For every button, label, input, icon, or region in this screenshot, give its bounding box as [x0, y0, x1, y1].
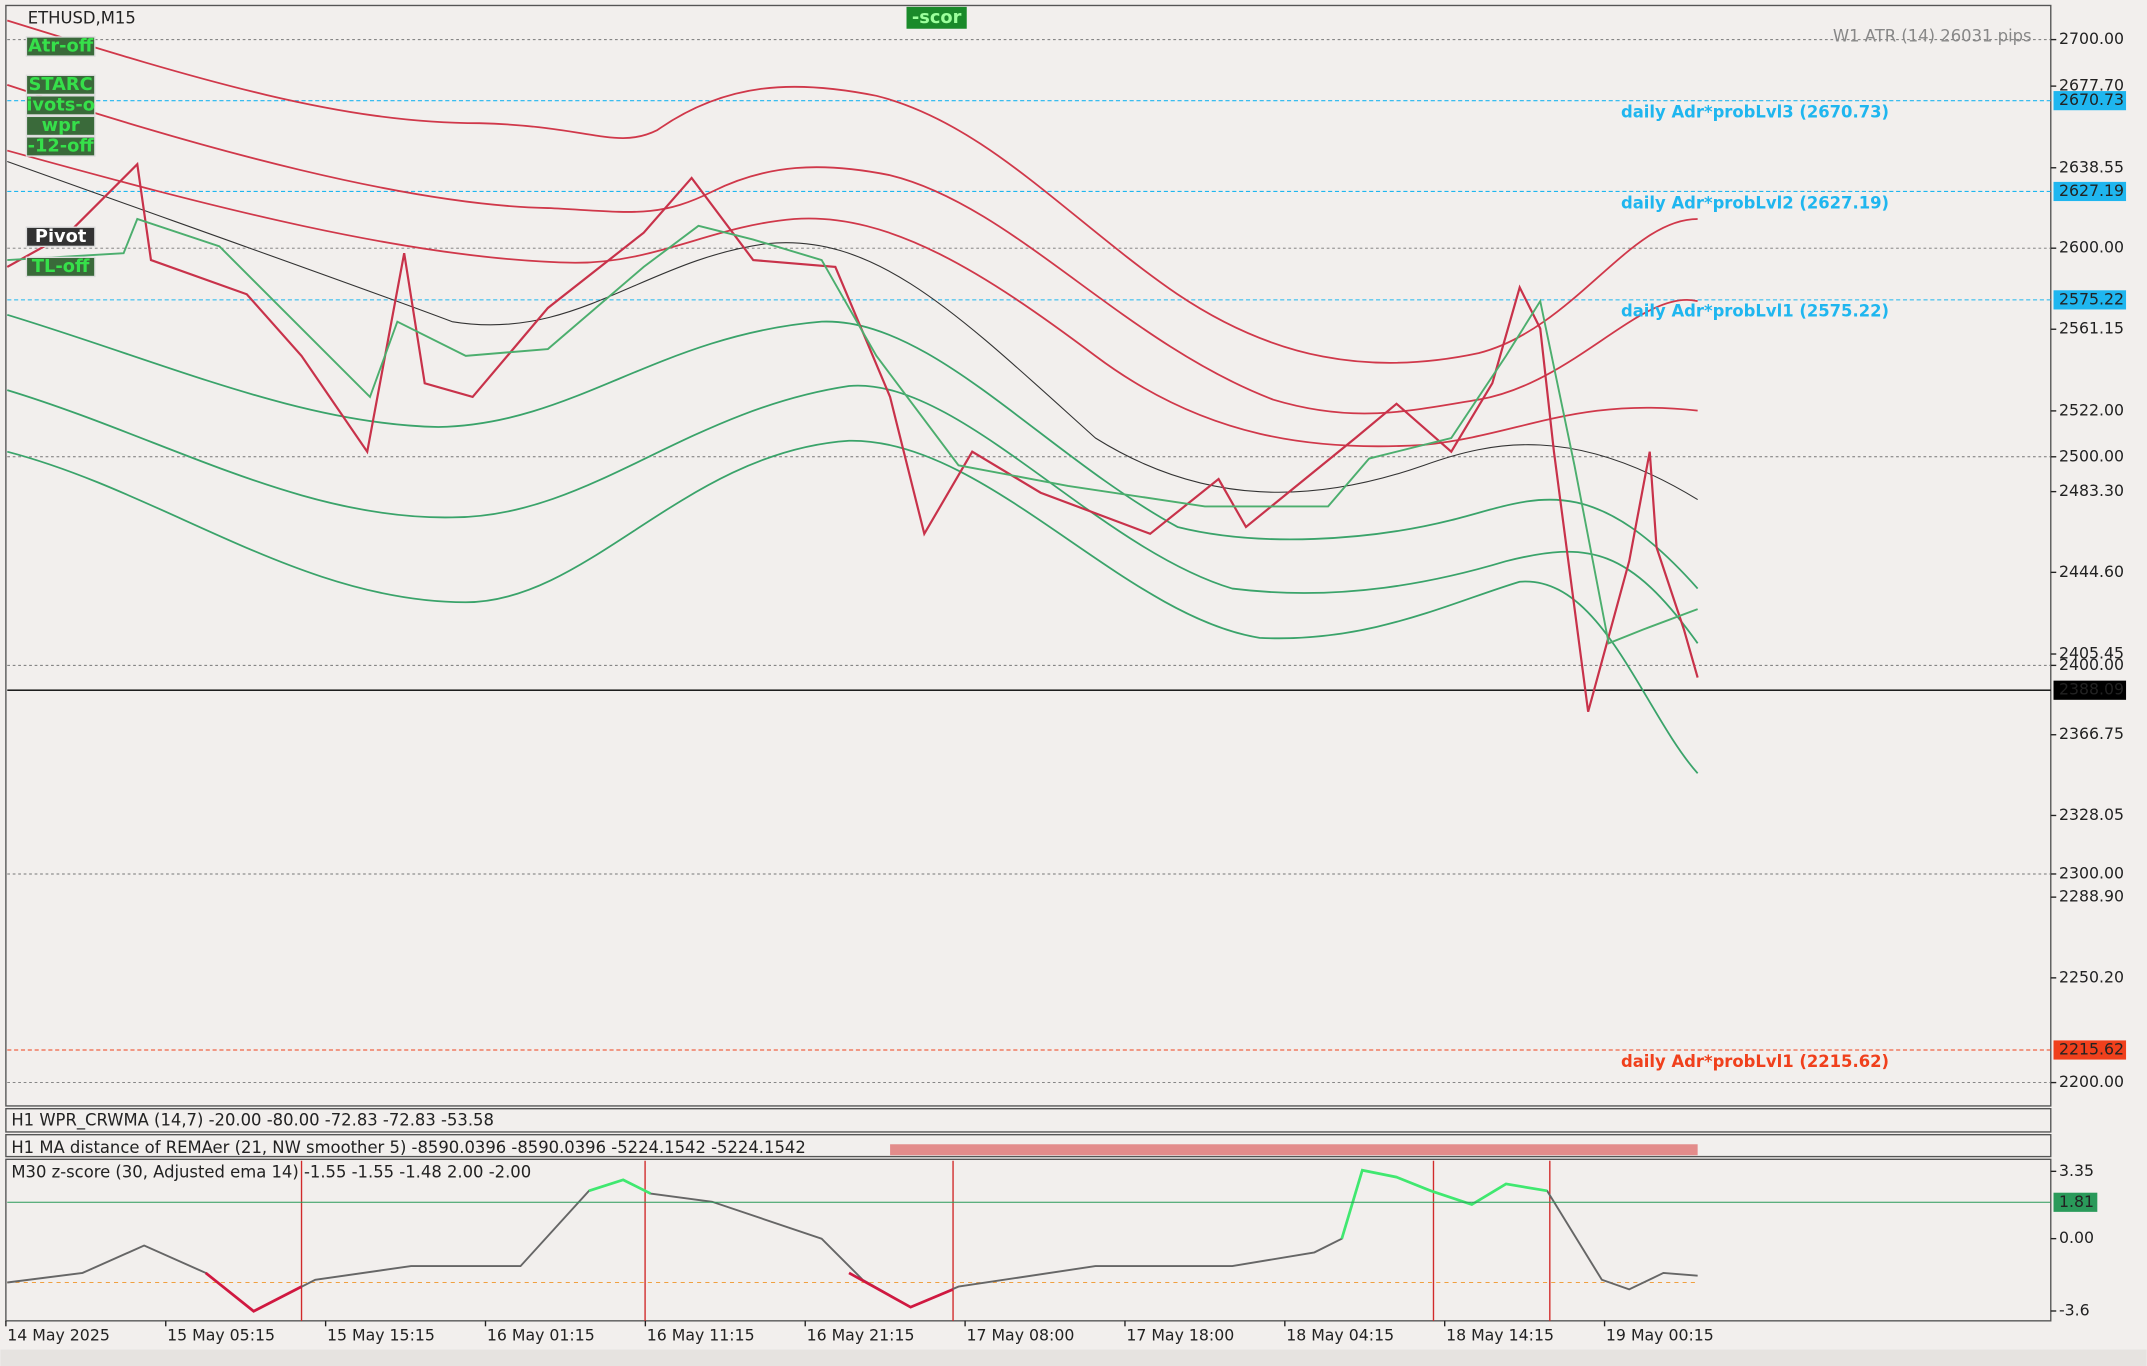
- band-green: [7, 439, 1699, 774]
- price-highlight-label: 2670.73: [2059, 90, 2124, 109]
- price-highlight: [2053, 680, 2127, 700]
- level-label: daily Adr*probLvl1 (2575.22): [1621, 302, 1889, 321]
- price-highlight: [2053, 91, 2127, 111]
- ma-distance-fill: [890, 1144, 1698, 1156]
- price-tick-label: 2366.75: [2059, 724, 2124, 743]
- price-tick-label: 2700.00: [2059, 29, 2124, 48]
- button-bg[interactable]: [25, 95, 96, 116]
- symbol: ETHUSD,M15: [28, 9, 136, 28]
- price-line: [6, 161, 1699, 713]
- price-tick-label: 2328.05: [2059, 805, 2124, 824]
- ma-distance-panel: [5, 1133, 2052, 1158]
- indicator-label: H1 MA distance of REMAer (21, NW smoothe…: [11, 1138, 805, 1157]
- price-highlight-label: 2575.22: [2059, 289, 2124, 308]
- price-highlight-label: 2215.62: [2059, 1039, 2124, 1058]
- button[interactable]: Atr-off: [28, 36, 94, 57]
- price-tick-label: 2400.00: [2059, 655, 2124, 674]
- button[interactable]: -12-off: [28, 135, 95, 156]
- zscore-high: [1340, 1168, 1548, 1240]
- time-label: 16 May 11:15: [647, 1325, 755, 1344]
- moving-average: [7, 160, 1698, 501]
- event-lines: [300, 1160, 1551, 1321]
- price-tick-label: 2677.70: [2059, 76, 2124, 95]
- status-bar: [0, 1349, 2147, 1366]
- zscore-tick-label: -3.6: [2059, 1300, 2090, 1319]
- time-label: 17 May 08:00: [966, 1325, 1074, 1344]
- price-tick-label: 2200.00: [2059, 1072, 2124, 1091]
- price-tick-label: 2483.30: [2059, 481, 2124, 500]
- score-button-bg[interactable]: [906, 6, 967, 29]
- trend-line: [7, 217, 1698, 645]
- price-tick-label: 2405.45: [2059, 644, 2124, 663]
- price-highlight: [2053, 290, 2127, 310]
- button-bg[interactable]: [25, 256, 96, 278]
- zscore-panel: [5, 1158, 2052, 1322]
- zscore-highlight-label: 1.81: [2059, 1192, 2094, 1211]
- price-tick-label: 2522.00: [2059, 400, 2124, 419]
- zscore-low: [204, 1271, 303, 1313]
- time-label: 18 May 04:15: [1286, 1325, 1394, 1344]
- score-button[interactable]: -scor: [912, 7, 962, 28]
- indicator-label: H1 WPR_CRWMA (14,7) -20.00 -80.00 -72.83…: [11, 1110, 494, 1130]
- price-tick-label: 2444.60: [2059, 562, 2124, 581]
- price-tick-label: 2561.15: [2059, 319, 2124, 338]
- time-label: 16 May 21:15: [807, 1325, 915, 1344]
- levels: [7, 39, 2051, 1084]
- level-label: daily Adr*probLvl3 (2670.73): [1621, 102, 1889, 121]
- price-tick-label: 2500.00: [2059, 446, 2124, 465]
- zscore-highlight: [2053, 1192, 2098, 1212]
- price-highlight: [2053, 181, 2127, 202]
- button[interactable]: STARC: [29, 74, 93, 95]
- band-red: [6, 19, 1698, 364]
- level-label: daily Adr*probLvl1 (2215.62): [1621, 1052, 1889, 1071]
- button-bg[interactable]: [25, 115, 96, 137]
- price-highlight: [2053, 1040, 2127, 1060]
- button-bg[interactable]: [25, 226, 96, 248]
- price-tick-label: 2300.00: [2059, 863, 2124, 882]
- price-tick-label: 2600.00: [2059, 238, 2124, 257]
- zscore-tick-label: 0.00: [2059, 1228, 2094, 1247]
- zscore-low: [848, 1271, 954, 1309]
- button[interactable]: wpr: [42, 115, 80, 136]
- time-label: 14 May 2025: [7, 1325, 110, 1344]
- labels: ETHUSD,M15 -scor W1 ATR (14) 26031 pips …: [11, 7, 2031, 1182]
- atr-label: W1 ATR (14) 26031 pips: [1833, 26, 2032, 45]
- time-label: 17 May 18:00: [1126, 1325, 1234, 1344]
- time-label: 15 May 05:15: [167, 1325, 275, 1344]
- button[interactable]: ivots-o: [26, 94, 95, 115]
- zscore-tick-label: 3.35: [2059, 1161, 2094, 1180]
- price-highlight-label: 2627.19: [2059, 181, 2124, 200]
- main-panel: [5, 4, 2052, 1107]
- zscore-high: [588, 1178, 652, 1195]
- button-bg[interactable]: [25, 136, 96, 157]
- button[interactable]: TL-off: [32, 256, 90, 277]
- price-tick-label: 2250.20: [2059, 967, 2124, 986]
- band-red: [6, 84, 1698, 415]
- band-green: [6, 384, 1699, 644]
- button-bg[interactable]: [25, 36, 96, 57]
- band-green: [6, 313, 1699, 590]
- time-label: 18 May 14:15: [1446, 1325, 1554, 1344]
- time-label: 16 May 01:15: [487, 1325, 595, 1344]
- indicator-label: M30 z-score (30, Adjusted ema 14) -1.55 …: [11, 1163, 531, 1182]
- price-tick-label: 2638.55: [2059, 157, 2124, 176]
- button[interactable]: Pivot: [35, 226, 87, 247]
- price-tick-label: 2288.90: [2059, 887, 2124, 906]
- time-label: 19 May 00:15: [1606, 1325, 1714, 1344]
- button-bg[interactable]: [25, 74, 96, 96]
- time-label: 15 May 15:15: [327, 1325, 435, 1344]
- level-label: daily Adr*probLvl2 (2627.19): [1621, 193, 1889, 212]
- wpr-panel: [5, 1107, 2052, 1133]
- price-highlight-label: 2388.09: [2059, 680, 2124, 699]
